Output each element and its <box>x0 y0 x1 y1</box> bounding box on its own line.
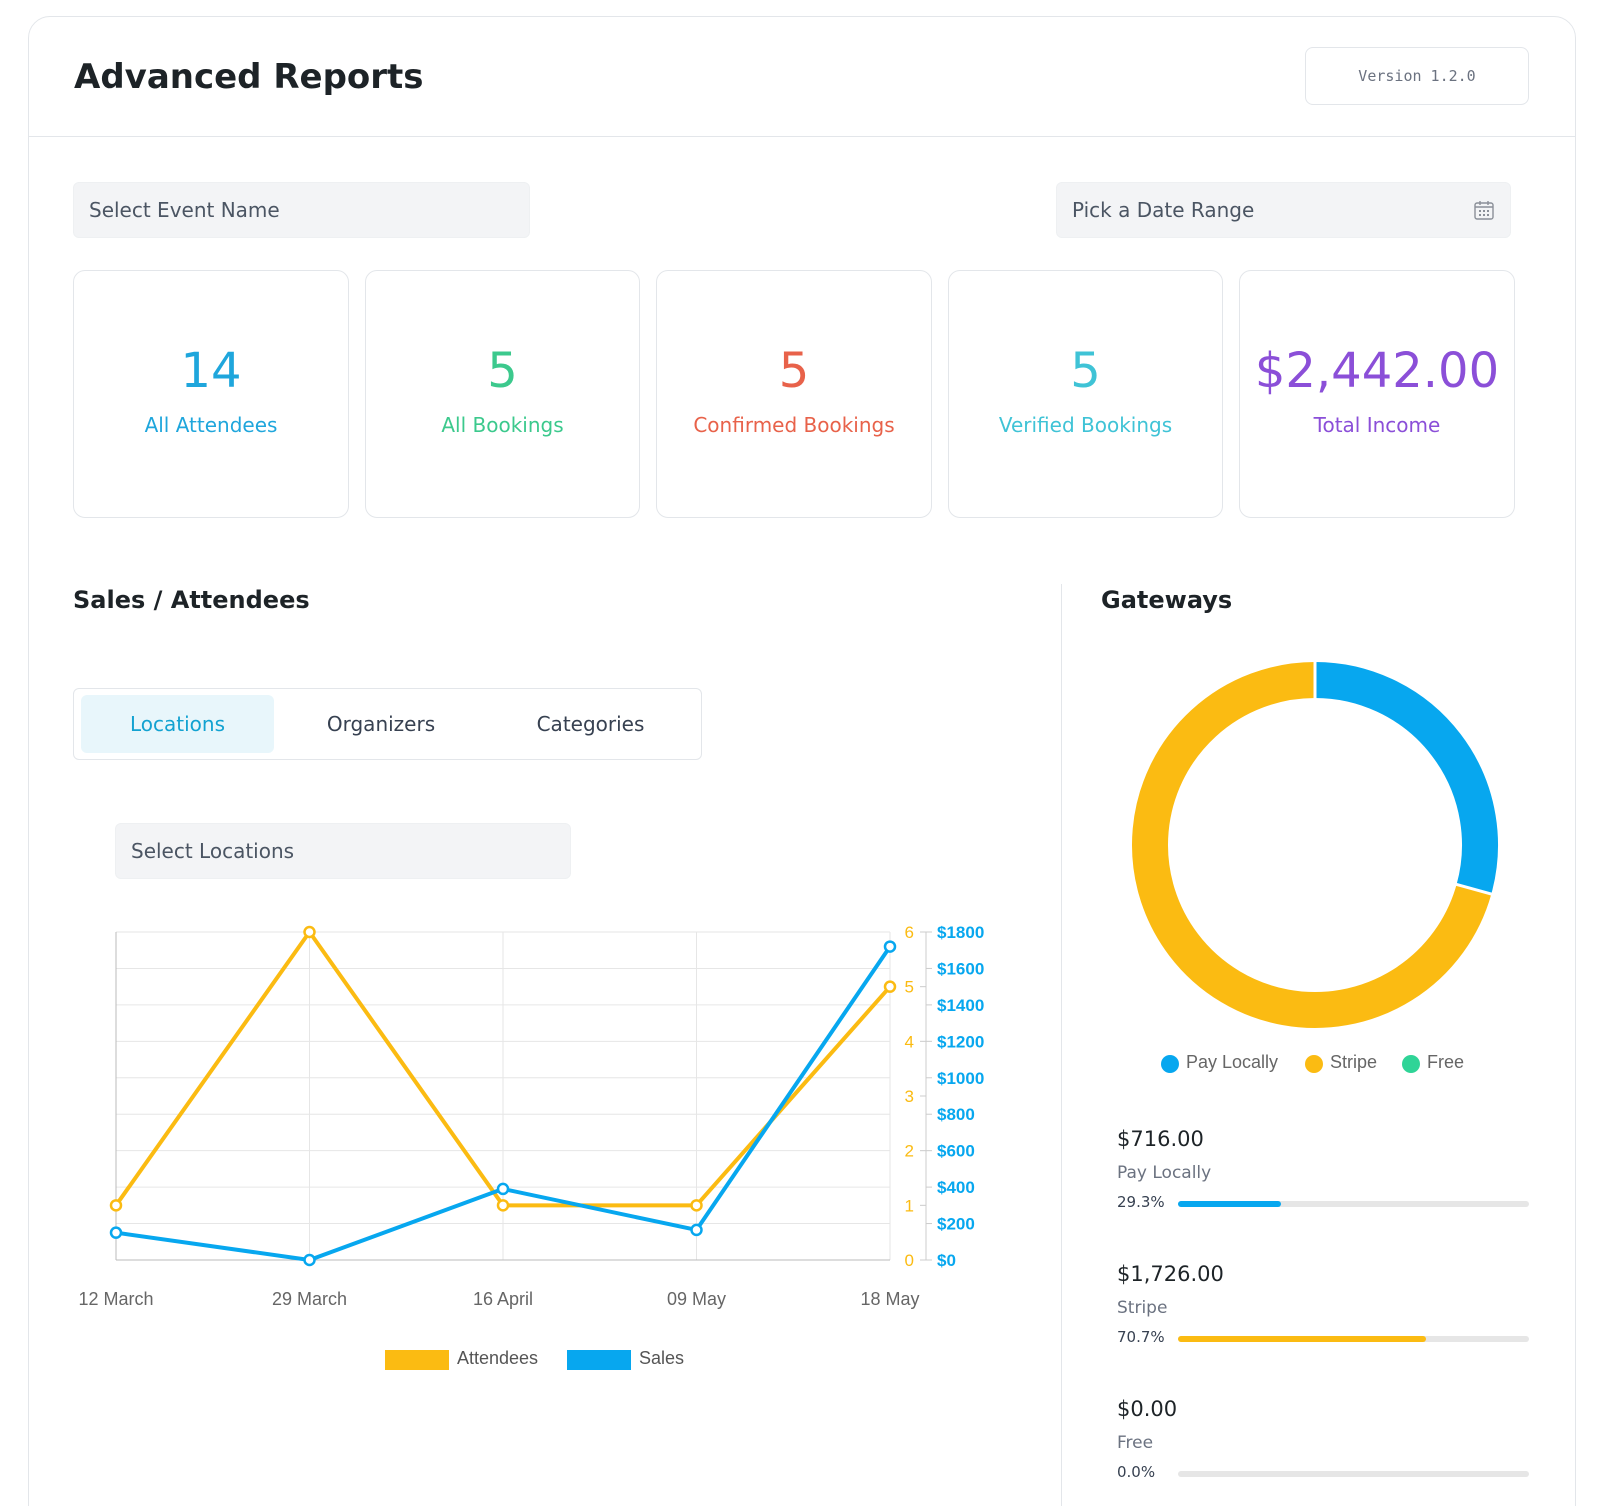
date-range-picker[interactable]: Pick a Date Range <box>1056 182 1511 238</box>
gateway-amount: $716.00 <box>1117 1127 1204 1151</box>
tab-categories[interactable]: Categories <box>536 712 645 736</box>
event-name-select[interactable]: Select Event Name <box>73 182 530 238</box>
data-point-sales <box>303 1253 316 1267</box>
stat-label: All Attendees <box>144 413 278 437</box>
tab-locations[interactable]: Locations <box>81 695 274 753</box>
gateway-progress-fill <box>1178 1336 1427 1342</box>
legend-attendees-label: Attendees <box>457 1348 539 1368</box>
y2-tick-label: $200 <box>937 1215 975 1234</box>
locations-select[interactable]: Select Locations <box>115 823 571 879</box>
stat-value: 5 <box>778 343 810 399</box>
legend-free-dot <box>1402 1055 1420 1073</box>
legend-sales-swatch <box>567 1350 631 1370</box>
legend-stripe-label: Stripe <box>1330 1052 1378 1072</box>
stat-label: Verified Bookings <box>998 413 1173 437</box>
y1-tick-label: 2 <box>905 1142 914 1161</box>
y2-tick-label: $800 <box>937 1105 975 1124</box>
donut-slice-pay-locally <box>1314 662 1498 895</box>
filter-tabs: Locations Organizers Categories <box>73 688 702 760</box>
legend-stripe-dot <box>1305 1055 1323 1073</box>
gateway-percent: 70.7% <box>1117 1328 1165 1346</box>
stat-value: 14 <box>180 343 242 399</box>
y2-tick-label: $1600 <box>937 959 984 978</box>
data-point-attendees <box>303 925 316 939</box>
y1-tick-label: 1 <box>905 1196 914 1215</box>
legend-pay-locally-dot <box>1161 1055 1179 1073</box>
y2-tick-label: $1400 <box>937 996 984 1015</box>
x-tick-label: 12 March <box>78 1289 153 1309</box>
stat-card-income: $2,442.00 Total Income <box>1239 270 1515 518</box>
gateway-progress-track <box>1178 1336 1529 1342</box>
sales-section-title: Sales / Attendees <box>73 586 310 614</box>
y1-tick-label: 4 <box>905 1032 914 1051</box>
stat-label: Total Income <box>1313 413 1441 437</box>
y2-tick-label: $0 <box>937 1251 956 1270</box>
legend-attendees-swatch <box>385 1350 449 1370</box>
donut-separator <box>1455 882 1493 896</box>
gateways-section-title: Gateways <box>1101 586 1233 614</box>
stat-card-confirmed: 5 Confirmed Bookings <box>656 270 932 518</box>
y2-tick-label: $1000 <box>937 1069 984 1088</box>
legend-free-label: Free <box>1427 1052 1465 1072</box>
donut-slice-stripe <box>1132 662 1492 1028</box>
section-divider <box>1061 584 1062 1506</box>
legend-sales-label: Sales <box>639 1348 685 1368</box>
stat-label: All Bookings <box>441 413 564 437</box>
x-tick-label: 16 April <box>473 1289 533 1309</box>
calendar-icon <box>1474 201 1494 220</box>
legend-pay-locally-label: Pay Locally <box>1186 1052 1279 1072</box>
y2-tick-label: $1800 <box>937 923 984 942</box>
gateway-name: Stripe <box>1117 1298 1168 1318</box>
y2-tick-label: $600 <box>937 1142 975 1161</box>
y1-tick-label: 0 <box>905 1251 914 1270</box>
data-point-attendees <box>690 1199 703 1212</box>
data-point-attendees <box>883 980 897 993</box>
x-tick-label: 29 March <box>272 1289 347 1309</box>
stat-card-bookings: 5 All Bookings <box>365 270 640 518</box>
y1-tick-label: 3 <box>905 1087 914 1106</box>
version-badge: Version 1.2.0 <box>1305 47 1529 105</box>
y1-tick-label: 5 <box>905 978 914 997</box>
data-point-attendees <box>496 1199 510 1212</box>
panel-header: Advanced Reports Version 1.2.0 <box>29 17 1575 137</box>
gateway-percent: 0.0% <box>1117 1463 1156 1481</box>
stat-label: Confirmed Bookings <box>693 413 895 437</box>
gateway-percent: 29.3% <box>1117 1193 1165 1211</box>
gateway-progress-track <box>1178 1201 1529 1207</box>
stat-card-verified: 5 Verified Bookings <box>948 270 1223 518</box>
data-point-sales <box>690 1223 703 1237</box>
stat-value: 5 <box>1070 343 1101 399</box>
x-tick-label: 09 May <box>667 1289 726 1309</box>
tab-organizers[interactable]: Organizers <box>326 712 436 736</box>
gateway-amount: $1,726.00 <box>1117 1262 1224 1286</box>
y2-tick-label: $400 <box>937 1178 975 1197</box>
y2-tick-label: $1200 <box>937 1032 984 1051</box>
stat-value: $2,442.00 <box>1254 343 1500 399</box>
gateways-donut-chart <box>1132 661 1498 1028</box>
gateway-name: Pay Locally <box>1117 1163 1212 1183</box>
gateway-progress-track <box>1178 1471 1529 1477</box>
stat-value: 5 <box>487 343 518 399</box>
gateway-progress-fill <box>1178 1201 1281 1207</box>
stat-card-attendees: 14 All Attendees <box>73 270 349 518</box>
date-range-placeholder: Pick a Date Range <box>1072 198 1255 222</box>
data-point-sales <box>496 1182 510 1196</box>
data-point-sales <box>883 940 897 953</box>
sales-attendees-chart: 12 March 29 March 16 April 09 May 18 May 0 1 2 3… <box>78 923 984 1309</box>
data-point-sales <box>109 1226 123 1239</box>
page-title: Advanced Reports <box>74 57 424 97</box>
gateway-amount: $0.00 <box>1117 1397 1178 1421</box>
gateway-name: Free <box>1117 1433 1154 1453</box>
data-point-attendees <box>109 1199 123 1212</box>
x-tick-label: 18 May <box>860 1289 919 1309</box>
y1-tick-label: 6 <box>905 923 914 942</box>
